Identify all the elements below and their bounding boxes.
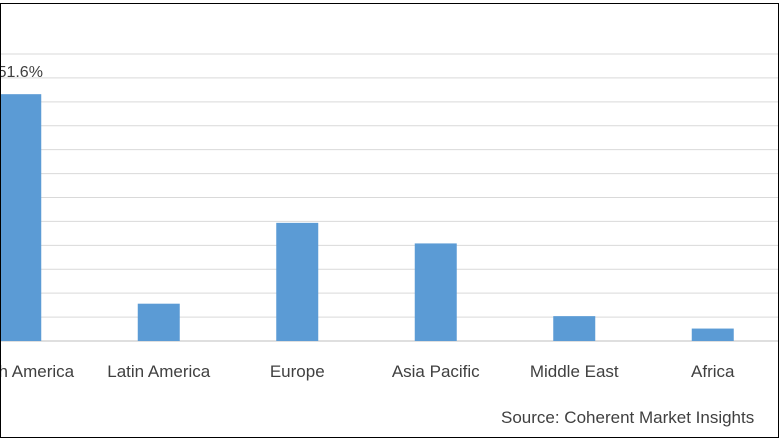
bars xyxy=(1,94,734,342)
bar-chart: 51.6% North America Latin America Europe As… xyxy=(1,53,778,427)
category-label: North America xyxy=(1,362,75,381)
gridlines xyxy=(1,53,778,342)
bar-latin-america xyxy=(137,303,180,341)
chart-frame: 51.6% North America Latin America Europe As… xyxy=(0,3,779,438)
bar-asia-pacific xyxy=(414,243,457,341)
bar-africa xyxy=(691,328,734,341)
data-label: 51.6% xyxy=(1,64,43,81)
category-label: Latin America xyxy=(107,362,211,381)
category-labels: North America Latin America Europe Asia Pac… xyxy=(1,362,735,381)
category-label: Asia Pacific xyxy=(392,362,480,381)
category-label: Europe xyxy=(270,362,325,381)
bar-north-america xyxy=(1,94,42,342)
data-labels: 51.6% xyxy=(1,64,43,81)
source-note: Source: Coherent Market Insights xyxy=(501,408,754,427)
bar-europe xyxy=(276,222,319,341)
bar-middle-east xyxy=(553,316,596,341)
category-label: Africa xyxy=(691,362,735,381)
category-label: Middle East xyxy=(530,362,619,381)
